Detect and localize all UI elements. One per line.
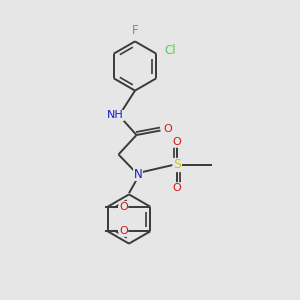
Text: O: O <box>172 183 182 193</box>
Text: O: O <box>119 226 128 236</box>
Text: O: O <box>119 202 128 212</box>
Text: S: S <box>173 158 181 172</box>
Text: O: O <box>164 124 172 134</box>
Text: F: F <box>132 23 138 37</box>
Text: NH: NH <box>107 110 124 121</box>
Text: N: N <box>134 167 142 181</box>
Text: O: O <box>172 137 182 147</box>
Text: Cl: Cl <box>164 44 176 57</box>
